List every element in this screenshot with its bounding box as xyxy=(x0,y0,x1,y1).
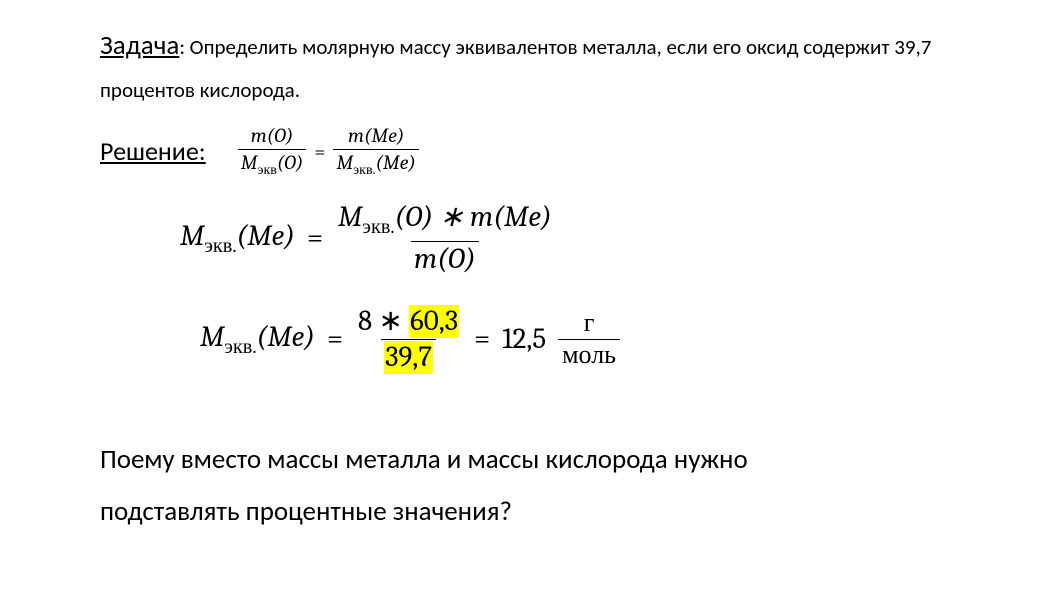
eq2-num: Mэкв.(O) ∗ m(Me) xyxy=(335,202,555,241)
eq3-result: 12,5 xyxy=(502,323,546,356)
solution-label: Решение: xyxy=(100,135,206,167)
eq3-num: 8 ∗ 60,3 xyxy=(355,306,462,340)
equation-2: Mэкв.(Me) = Mэкв.(O) ∗ m(Me) m(O) xyxy=(180,202,1020,276)
eq1-left-den: Mэкв(O) xyxy=(238,149,307,177)
equals-sign: = xyxy=(474,323,490,356)
fraction-right: m(Me) Mэкв.(Me) xyxy=(333,125,418,177)
eq2-den: m(O) xyxy=(411,241,479,276)
eq1-left-num: m(O) xyxy=(248,125,297,149)
eq3-lhs: Mэкв.(Me) xyxy=(200,321,315,359)
unit-fraction: г моль xyxy=(558,310,620,370)
question-line-2: подставлять процентные значения? xyxy=(100,486,1020,537)
equation-1: m(O) Mэкв(O) = m(Me) Mэкв.(Me) xyxy=(238,125,419,177)
equals-sign: = xyxy=(327,323,343,356)
document-page: Задача: Определить молярную массу эквива… xyxy=(0,0,1048,601)
eq1-right-den: Mэкв.(Me) xyxy=(333,149,418,177)
highlight-39-7: 39,7 xyxy=(384,341,433,374)
eq3-den: 39,7 xyxy=(381,339,436,374)
eq2-lhs: Mэкв.(Me) xyxy=(180,220,295,258)
question-line-1: Поему вместо массы металла и массы кисло… xyxy=(100,434,1020,485)
equals-sign: = xyxy=(307,222,323,255)
unit-num: г xyxy=(580,310,599,339)
problem-text-1: : Определить молярную массу эквивалентов… xyxy=(179,34,931,60)
fraction-left: m(O) Mэкв(O) xyxy=(238,125,307,177)
problem-text-2: процентов кислорода. xyxy=(100,77,300,103)
eq1-right-num: m(Me) xyxy=(345,125,407,149)
unit-den: моль xyxy=(558,339,620,369)
eq2-fraction: Mэкв.(O) ∗ m(Me) m(O) xyxy=(335,202,555,276)
eq3-fraction: 8 ∗ 60,3 39,7 xyxy=(355,306,462,375)
problem-title: Задача xyxy=(100,29,179,62)
solution-row: Решение: m(O) Mэкв(O) = m(Me) Mэкв.(Me) xyxy=(100,125,1020,177)
problem-statement: Задача: Определить молярную массу эквива… xyxy=(100,20,1020,111)
question-block: Поему вместо массы металла и массы кисло… xyxy=(100,434,1020,537)
highlight-60-3: 60,3 xyxy=(409,305,459,338)
equals-sign: = xyxy=(314,140,325,163)
equation-3: Mэкв.(Me) = 8 ∗ 60,3 39,7 = 12,5 г моль xyxy=(200,306,1020,375)
